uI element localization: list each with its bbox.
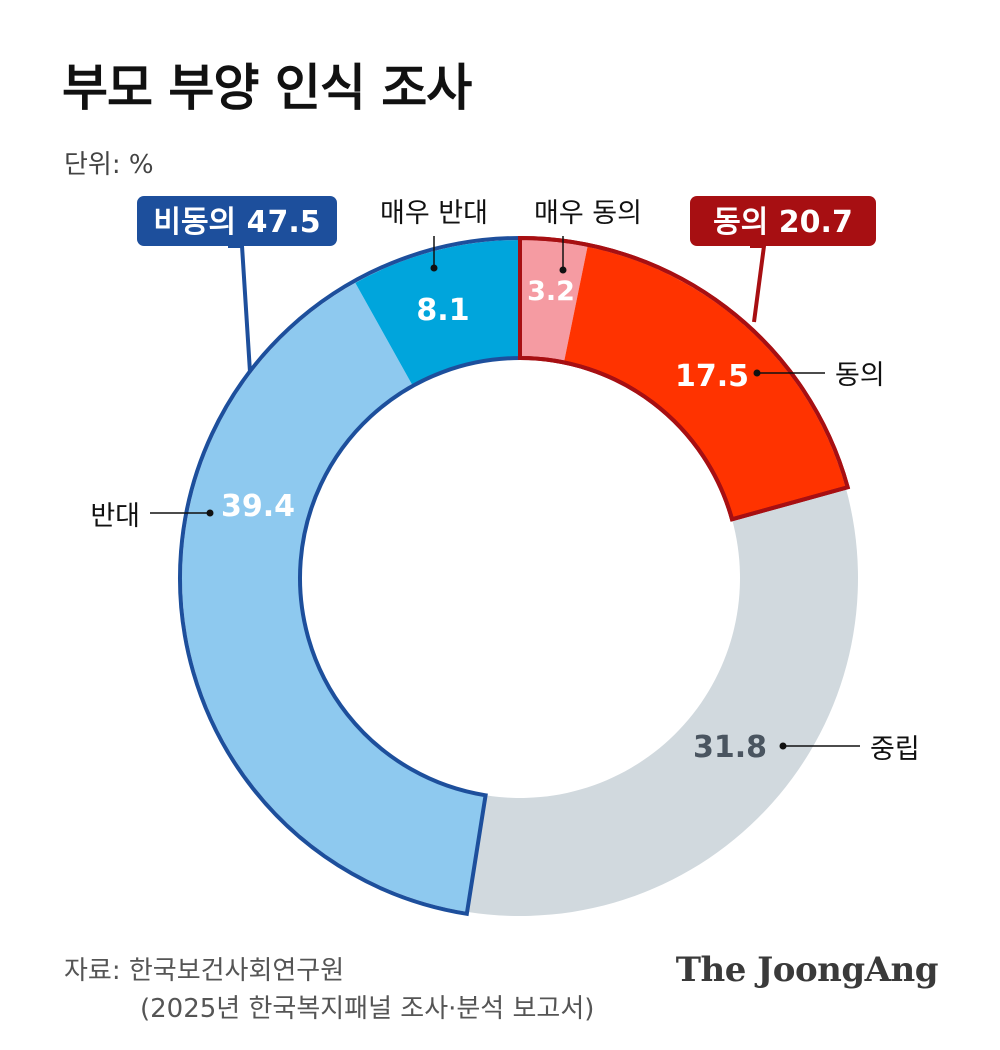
page-title: 부모 부양 인식 조사: [62, 59, 472, 117]
value-label-매우-동의: 3.2: [527, 276, 575, 307]
callout-agree-box: [690, 196, 876, 246]
source-line-1: 자료: 한국보건사회연구원: [64, 956, 345, 986]
unit-label: 단위: %: [64, 150, 154, 180]
source-note: 자료: 한국보건사회연구원 (2025년 한국복지패널 조사·분석 보고서): [64, 952, 594, 1028]
slice-매우-반대: [355, 240, 520, 386]
value-label-매우-반대: 8.1: [416, 293, 469, 328]
callout-agree-tail: [750, 244, 767, 323]
category-label-agree: 동의: [835, 360, 885, 391]
slice-매우-동의: [520, 240, 588, 363]
source-line-2: (2025년 한국복지패널 조사·분석 보고서): [140, 994, 595, 1024]
category-label-very-agree: 매우 동의: [534, 198, 642, 229]
brand-logo: The JoongAng: [675, 950, 939, 990]
category-label-neutral: 중립: [870, 734, 920, 765]
callout-agree-text: 동의 20.7: [713, 205, 853, 240]
slice-중립: [467, 487, 858, 916]
slice-반대: [181, 282, 486, 912]
value-label-동의: 17.5: [675, 359, 749, 394]
value-label-반대: 39.4: [221, 489, 295, 524]
value-label-중립: 31.8: [693, 730, 767, 765]
category-label-very-oppose: 매우 반대: [380, 198, 488, 229]
category-label-oppose: 반대: [90, 501, 140, 532]
group-outline-0: [178, 235, 522, 917]
callout-disagree-text: 비동의 47.5: [153, 205, 320, 240]
callout-disagree-tail: [228, 244, 252, 373]
slice-동의: [563, 246, 846, 520]
callout-disagree-box: [137, 196, 337, 246]
group-outline-agree-inner: [518, 235, 851, 522]
